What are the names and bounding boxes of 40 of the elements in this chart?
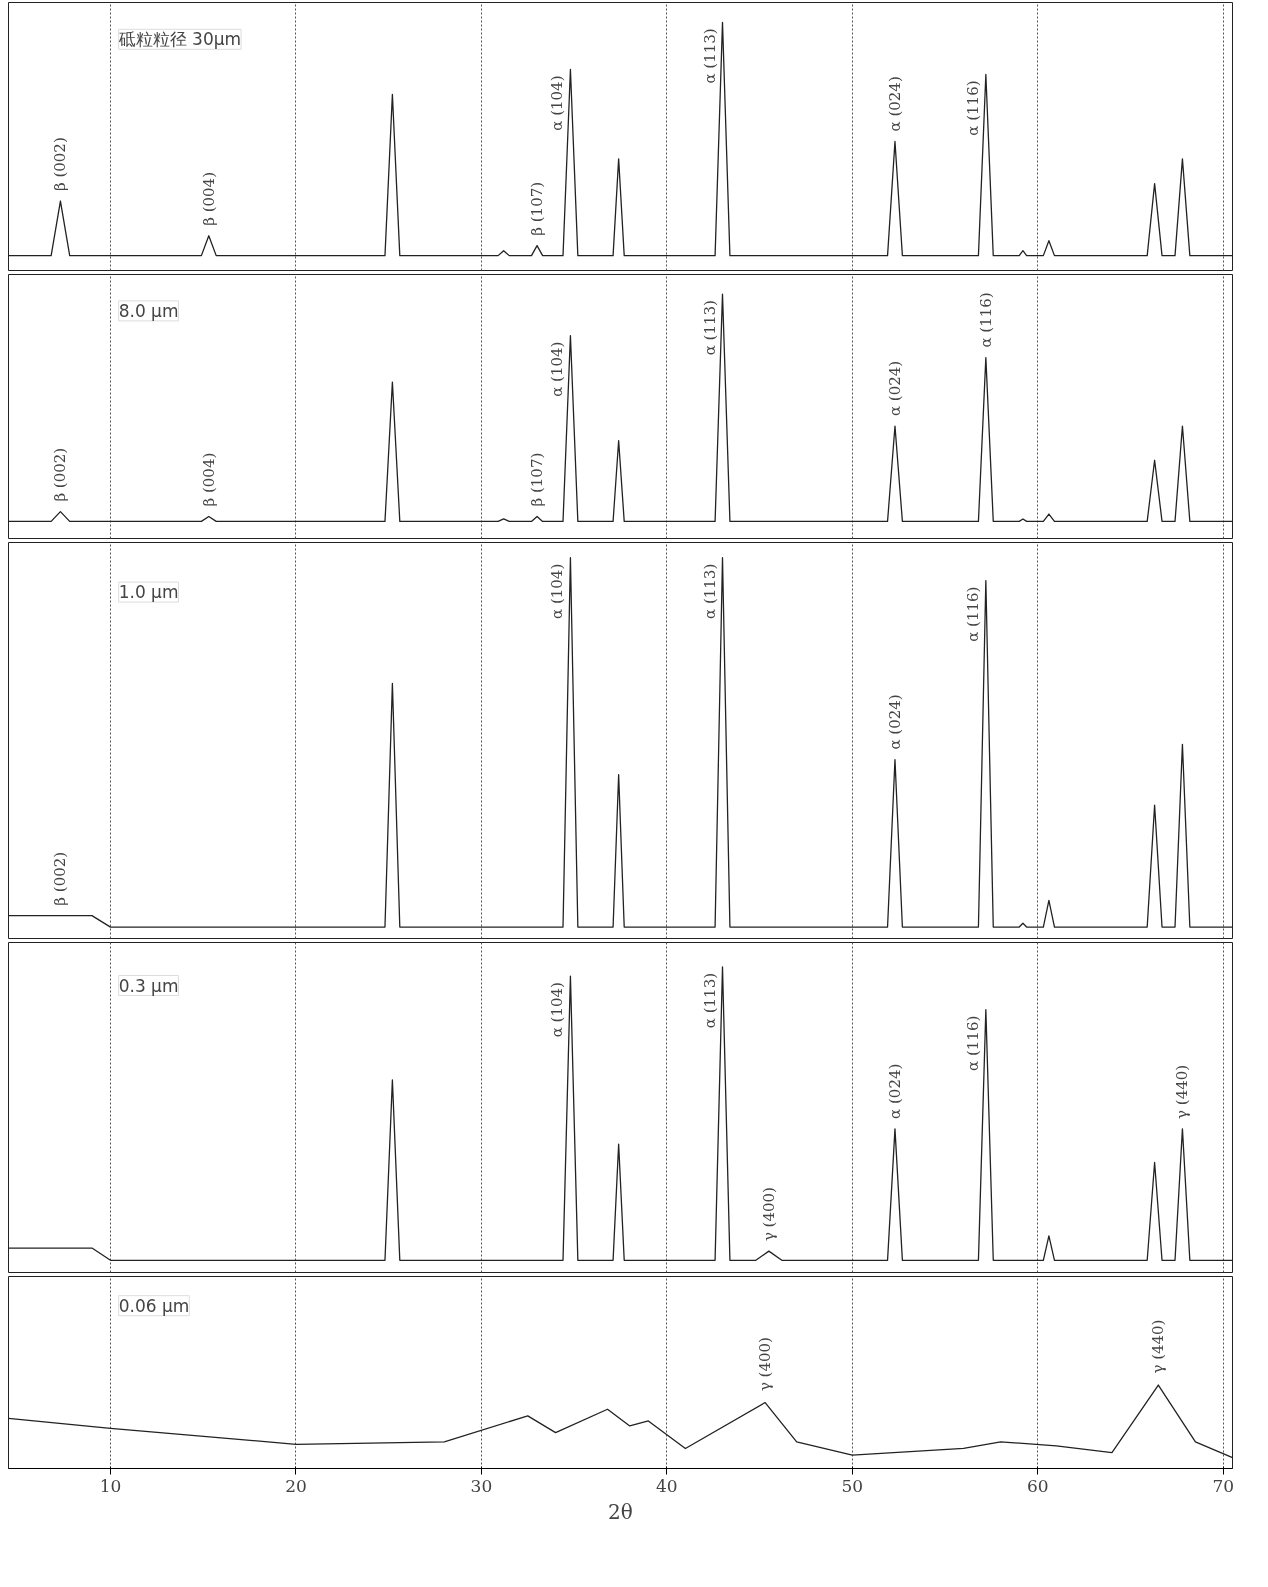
x-tick-label: 70: [1212, 1475, 1235, 1496]
annotation: α (024): [885, 1063, 904, 1119]
annotation: α (104): [548, 75, 567, 131]
annotation: γ (440): [1173, 1064, 1192, 1119]
annotation: β (002): [51, 851, 70, 906]
chart-title: 砥粒粒径 30μm: [117, 29, 242, 50]
text: 0.3 μm: [118, 975, 179, 996]
annotation: α (024): [885, 76, 904, 132]
text: 1.0 μm: [118, 582, 179, 603]
annotation: α (104): [548, 982, 567, 1038]
annotation: α (113): [700, 972, 719, 1029]
annotation: γ (440): [1149, 1319, 1168, 1374]
x-tick-label: 40: [656, 1475, 678, 1496]
annotation: α (113): [700, 28, 719, 84]
annotation: α (024): [885, 694, 904, 750]
annotation: α (104): [548, 563, 567, 619]
x-tick-label: 20: [285, 1475, 307, 1496]
annotation: α (116): [963, 1015, 982, 1071]
annotation: β (107): [528, 181, 547, 236]
x-tick-label: 50: [841, 1475, 864, 1496]
annotation: α (104): [548, 341, 567, 397]
annotation: β (002): [51, 137, 70, 192]
chart-title: 8.0 μm: [118, 300, 179, 321]
annotation: β (002): [51, 447, 70, 502]
annotation: β (004): [199, 452, 218, 507]
annotation: γ (400): [756, 1337, 775, 1392]
annotation: γ (400): [759, 1187, 778, 1242]
x-axis-title: 2θ: [608, 1499, 633, 1524]
annotation: α (113): [700, 300, 719, 356]
chart-title: 0.06 μm: [118, 1295, 190, 1316]
annotation: β (004): [199, 171, 218, 226]
x-tick-label: 10: [99, 1475, 122, 1496]
x-tick-label: 60: [1026, 1475, 1049, 1496]
annotation: α (116): [976, 292, 995, 348]
annotation: β (107): [528, 452, 547, 507]
annotation: α (024): [885, 360, 904, 417]
annotation: α (113): [700, 563, 719, 619]
annotation: α (116): [963, 80, 982, 136]
annotation: α (116): [963, 586, 982, 642]
x-tick-label: 30: [470, 1475, 493, 1496]
